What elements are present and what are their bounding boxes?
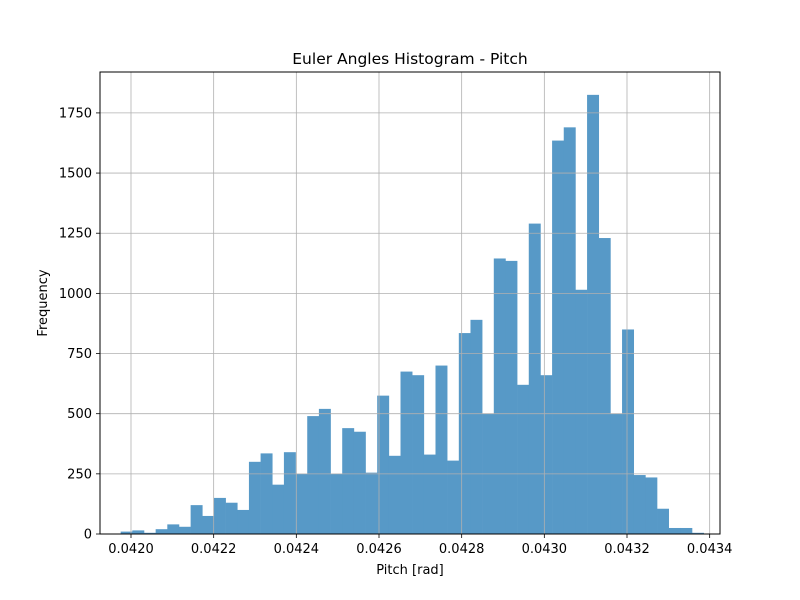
histogram-bar xyxy=(657,508,669,534)
histogram-bar xyxy=(318,408,331,535)
histogram-bar xyxy=(540,375,553,534)
histogram-bar xyxy=(470,319,483,534)
histogram-bar xyxy=(295,473,308,534)
histogram-bar xyxy=(645,477,658,534)
y-tick-label: 750 xyxy=(67,347,92,362)
x-tick-label: 0.0420 xyxy=(108,542,154,557)
histogram-bar xyxy=(552,140,565,534)
y-tick-label: 1750 xyxy=(59,106,92,121)
y-tick-label: 0 xyxy=(84,528,92,543)
histogram-bar xyxy=(272,484,285,534)
y-tick-label: 500 xyxy=(67,407,92,422)
histogram-bar xyxy=(167,524,180,535)
y-axis-ticks: 0 250 500 750 1000 1250 1500 1750 xyxy=(59,106,100,543)
x-tick-label: 0.0430 xyxy=(522,542,568,557)
histogram-bar xyxy=(517,384,530,534)
plot-frame xyxy=(99,71,721,535)
histogram-bar xyxy=(458,333,471,534)
histogram-bar xyxy=(178,526,191,534)
histogram-bar xyxy=(668,527,681,534)
histogram-bar xyxy=(575,289,588,534)
histogram-bar xyxy=(528,223,541,534)
y-tick-label: 1000 xyxy=(59,287,92,302)
histogram-bar xyxy=(493,258,506,534)
y-tick-label: 1500 xyxy=(59,167,92,182)
x-tick-label: 0.0432 xyxy=(604,542,650,557)
histogram-bar xyxy=(587,94,600,535)
histogram-bar xyxy=(237,509,250,534)
x-tick-label: 0.0426 xyxy=(356,542,402,557)
x-tick-label: 0.0422 xyxy=(191,542,237,557)
x-axis-label: Pitch [rad] xyxy=(376,563,444,578)
histogram-bar xyxy=(248,461,261,534)
histogram-bar xyxy=(563,127,576,534)
histogram-bar xyxy=(283,452,296,534)
histogram-bar xyxy=(622,329,635,534)
histogram-bar xyxy=(423,454,436,534)
histogram-bar xyxy=(155,529,168,534)
histogram-bar xyxy=(692,532,704,534)
histogram-bar xyxy=(377,395,390,534)
histogram-bar xyxy=(412,375,425,534)
histogram-bar xyxy=(505,260,518,534)
histogram-bar xyxy=(633,475,646,534)
x-tick-label: 0.0424 xyxy=(274,542,320,557)
histogram-bar xyxy=(365,472,378,534)
histogram-bar xyxy=(143,532,156,534)
y-tick-label: 1250 xyxy=(59,227,92,242)
histogram-bar xyxy=(435,365,448,534)
histogram-bar xyxy=(190,505,203,535)
x-tick-label: 0.0428 xyxy=(439,542,485,557)
chart-title: Euler Angles Histogram - Pitch xyxy=(292,50,527,68)
histogram-bar xyxy=(132,530,145,534)
y-tick-label: 250 xyxy=(67,467,92,482)
histogram-bar xyxy=(330,473,343,534)
histogram-bar xyxy=(307,416,320,534)
y-axis-label: Frequency xyxy=(36,269,51,336)
histogram-bar xyxy=(342,428,355,535)
histogram-bar xyxy=(680,527,693,534)
x-axis-ticks: 0.0420 0.0422 0.0424 0.0426 0.0428 0.0430 0.04… xyxy=(108,534,732,557)
histogram-bar xyxy=(598,238,611,534)
histogram-bars xyxy=(120,94,704,535)
histogram-bar xyxy=(353,431,366,534)
histogram-bar xyxy=(225,502,238,534)
histogram-bar xyxy=(447,460,460,534)
histogram-bar xyxy=(120,531,133,534)
histogram-bar xyxy=(213,497,226,534)
histogram-bar xyxy=(260,453,273,534)
histogram-bar xyxy=(388,455,401,534)
histogram-bar xyxy=(400,371,413,534)
histogram-bar xyxy=(202,515,215,534)
x-tick-label: 0.0434 xyxy=(687,542,733,557)
